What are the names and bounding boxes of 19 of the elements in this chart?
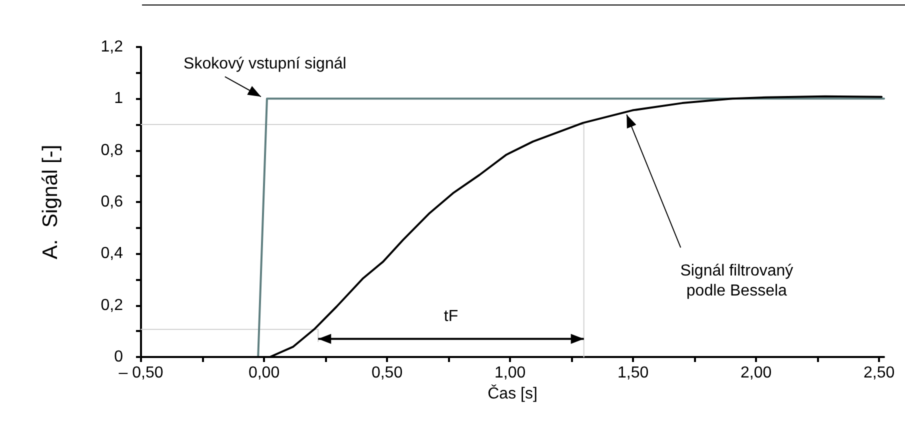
x-tick-label: 2,50 — [864, 364, 895, 382]
y-tick-label: 0,6 — [100, 194, 124, 210]
y-tick-label: 0 — [114, 348, 124, 366]
x-tick-label: 0,00 — [248, 364, 280, 382]
x-tick-label: 1,50 — [617, 364, 649, 382]
x-tick-label: – 0,50 — [118, 364, 164, 382]
x-tick-label: 0,50 — [371, 364, 403, 382]
y-tick-label: 0,2 — [100, 296, 124, 314]
x-tick-label: 2,00 — [740, 364, 772, 382]
y-tick-label: 0,8 — [100, 142, 124, 159]
annotation: Skokový vstupní signál — [184, 56, 346, 73]
y-tick-label: 1 — [114, 90, 124, 108]
x-tick-label: 1,00 — [494, 364, 526, 382]
y-tick-label: 0,4 — [100, 245, 124, 262]
annotation: Signál filtrovaný podle Bessela — [680, 262, 794, 300]
x-axis-title: Čas [s] — [488, 384, 538, 402]
y-axis-title: A. Signál [-] — [39, 144, 62, 260]
y-tick-label: 1,2 — [100, 38, 124, 56]
annotation: tF — [444, 308, 458, 325]
